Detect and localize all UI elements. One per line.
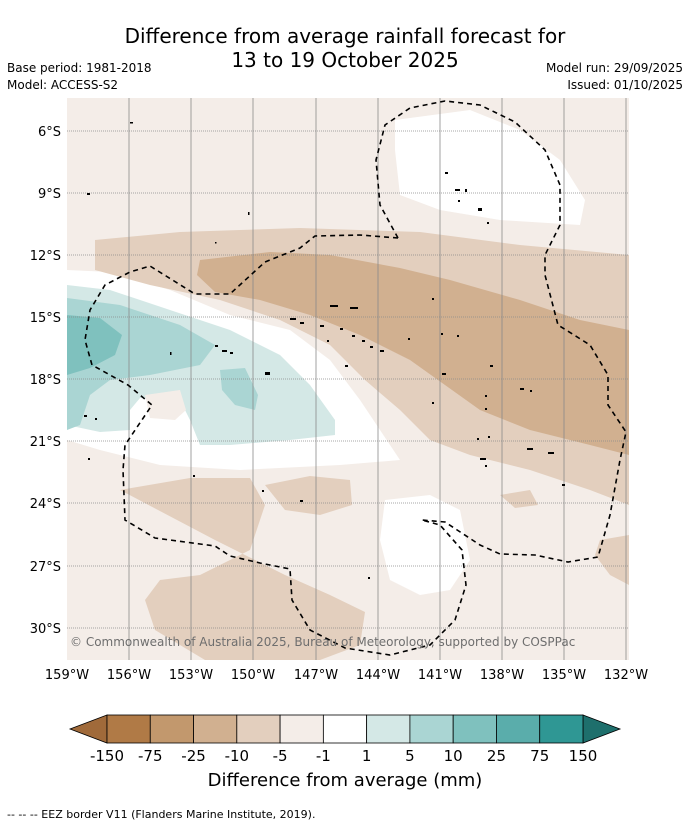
lat-label: 9°S — [38, 187, 61, 202]
colorbar-tick-label: 5 — [405, 747, 415, 765]
colorbar-cell — [409, 714, 454, 744]
model-run: Model run: 29/09/2025 — [545, 61, 683, 75]
colorbar-tick-label: 25 — [487, 747, 506, 765]
lat-label: 18°S — [30, 373, 61, 388]
copyright-notice: © Commonwealth of Australia 2025, Bureau… — [70, 635, 575, 649]
map-area — [67, 98, 629, 660]
wet-patch-small — [220, 368, 258, 410]
dry-patch-small — [500, 490, 538, 508]
colorbar-cell — [106, 714, 151, 744]
map-title: Difference from average rainfall forecas… — [0, 24, 690, 72]
colorbar-cell — [322, 714, 368, 744]
near-normal-north — [395, 110, 585, 225]
lon-label: 138°W — [480, 668, 524, 683]
lon-label: 144°W — [356, 668, 400, 683]
colorbar-tick-label: 1 — [362, 747, 372, 765]
longitude-labels: 159°W 156°W 153°W 150°W 147°W 144°W 141°… — [45, 668, 648, 683]
lon-label: 135°W — [542, 668, 586, 683]
colorbar-tick-label: 10 — [444, 747, 463, 765]
colorbar-cell — [236, 714, 281, 744]
colorbar-cell — [496, 714, 541, 744]
colorbar-tick-label: 75 — [530, 747, 549, 765]
colorbar-extend-right — [582, 714, 622, 744]
latitude-labels: 6°S 9°S 12°S 15°S 18°S 21°S 24°S 27°S 30… — [30, 125, 61, 637]
colorbar-extend-left — [68, 714, 108, 744]
eez-legend: -- -- -- EEZ border V11 (Flanders Marine… — [7, 808, 316, 821]
title-line-2: 13 to 19 October 2025 — [231, 48, 459, 72]
lon-label: 132°W — [604, 668, 648, 683]
dry-patch-south — [120, 478, 365, 660]
lon-label: 156°W — [107, 668, 151, 683]
colorbar-tick-label: -5 — [273, 747, 288, 765]
dry-pocket — [145, 390, 186, 420]
colorbar-tick-label: -1 — [316, 747, 331, 765]
colorbar-tick-label: -10 — [225, 747, 250, 765]
lat-label: 12°S — [30, 249, 61, 264]
eez-borders — [84, 100, 627, 656]
dry-patch-east — [595, 535, 629, 585]
lon-label: 147°W — [294, 668, 338, 683]
lon-label: 141°W — [418, 668, 462, 683]
model-name: Model: ACCESS-S2 — [7, 78, 119, 92]
colorbar-title: Difference from average (mm) — [207, 770, 483, 791]
dry-band-medium — [197, 252, 629, 455]
islands — [84, 122, 565, 579]
colorbar-cell — [452, 714, 497, 744]
lat-label: 24°S — [30, 497, 61, 512]
wet-area-strong — [67, 315, 122, 375]
colorbar-tick-label: -150 — [90, 747, 124, 765]
colorbar-tick-label: 150 — [569, 747, 598, 765]
lat-label: 30°S — [30, 622, 61, 637]
metadata-left: Base period: 1981-2018 Model: ACCESS-S2 — [7, 60, 152, 94]
colorbar-cell — [539, 714, 584, 744]
title-line-1: Difference from average rainfall forecas… — [124, 24, 566, 48]
colorbar-cell — [193, 714, 238, 744]
lon-label: 159°W — [45, 668, 89, 683]
lon-label: 150°W — [231, 668, 275, 683]
lat-label: 15°S — [30, 311, 61, 326]
colorbar-cell — [149, 714, 194, 744]
graticule — [67, 98, 629, 660]
issued-date: Issued: 01/10/2025 — [567, 78, 683, 92]
base-period: Base period: 1981-2018 — [7, 61, 152, 75]
metadata-right: Model run: 29/09/2025 Issued: 01/10/2025 — [546, 60, 683, 94]
lon-label: 153°W — [169, 668, 213, 683]
lat-label: 6°S — [38, 125, 61, 140]
dry-patch-center — [265, 476, 352, 515]
colorbar-tick-label: -25 — [181, 747, 206, 765]
colorbar: -150 -75 -25 -10 -5 -1 1 5 10 25 75 150 — [68, 714, 622, 765]
lat-label: 27°S — [30, 560, 61, 575]
colorbar-cell — [279, 714, 324, 744]
lat-label: 21°S — [30, 435, 61, 450]
colorbar-tick-label: -75 — [138, 747, 163, 765]
near-normal-south — [380, 495, 470, 595]
colorbar-cell — [366, 714, 411, 744]
